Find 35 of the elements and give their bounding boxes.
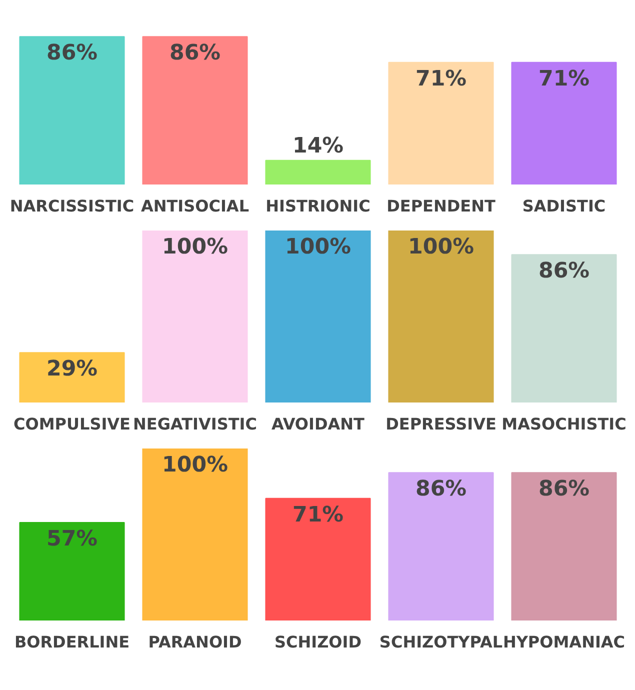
data-label: 86%: [169, 40, 221, 66]
data-label: 71%: [415, 66, 467, 92]
x-tick-label: NEGATIVISTIC: [133, 414, 257, 434]
x-tick-label: HISTRIONIC: [266, 196, 370, 216]
data-label: 86%: [415, 476, 467, 502]
x-tick-label: BORDERLINE: [14, 632, 130, 652]
data-label: 100%: [162, 452, 228, 478]
bar: [19, 522, 125, 620]
x-tick-label: ANTISOCIAL: [140, 196, 250, 216]
x-tick-label: DEPRESSIVE: [386, 414, 496, 434]
x-tick-label: SADISTIC: [522, 196, 606, 216]
bar: [511, 472, 617, 620]
data-label: 86%: [538, 476, 590, 502]
data-label: 57%: [46, 526, 98, 552]
x-tick-label: COMPULSIVE: [14, 414, 130, 434]
x-tick-label: MASOCHISTIC: [502, 414, 626, 434]
data-label: 14%: [292, 133, 344, 158]
data-label: 100%: [285, 234, 351, 260]
bar: [265, 498, 371, 620]
bar: [142, 448, 248, 620]
data-label: 71%: [292, 502, 344, 528]
x-tick-label: SCHIZOID: [274, 632, 362, 652]
x-tick-label: NARCISSISTIC: [10, 196, 134, 216]
x-tick-label: HYPOMANIAC: [502, 632, 626, 652]
data-label: 100%: [408, 234, 474, 260]
data-label: 100%: [162, 234, 228, 260]
x-tick-label: DEPENDENT: [386, 196, 496, 216]
x-tick-label: PARANOID: [148, 632, 242, 652]
data-label: 29%: [46, 356, 98, 382]
x-tick-label: AVOIDANT: [272, 414, 365, 434]
data-label: 71%: [538, 66, 590, 92]
x-tick-label: SCHIZOTYPAL: [379, 632, 503, 652]
bar: [388, 472, 494, 620]
data-label: 86%: [538, 258, 590, 284]
data-label: 86%: [46, 40, 98, 66]
